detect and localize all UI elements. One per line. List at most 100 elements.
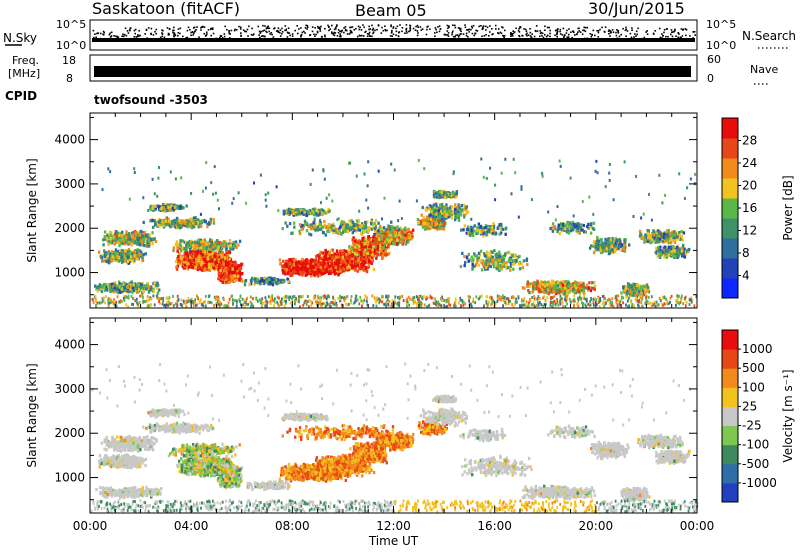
- power-cell: [118, 239, 122, 243]
- power-cell: [227, 244, 230, 248]
- nsky-dot: [412, 27, 415, 30]
- power-cell: [94, 284, 97, 288]
- power-cell: [214, 266, 218, 270]
- power-cell: [238, 278, 241, 282]
- power-cell: [345, 253, 348, 257]
- nsky-dot: [510, 32, 512, 34]
- nsky-dot: [594, 34, 596, 37]
- power-cell: [146, 284, 149, 288]
- nsky-dot: [513, 31, 516, 33]
- power-cell: [212, 266, 216, 270]
- nsky-dot: [624, 29, 627, 32]
- power-cell: [190, 218, 194, 222]
- nsky-dot: [544, 33, 546, 36]
- nsky-dot: [633, 36, 635, 38]
- power-cell: [349, 253, 352, 257]
- power-cell: [215, 261, 218, 265]
- power-cell: [325, 267, 328, 271]
- nsky-dot: [250, 33, 253, 36]
- nsky-dot: [467, 36, 469, 38]
- power-cell: [178, 218, 181, 223]
- nave-tick-top: 60: [707, 53, 721, 66]
- nsky-dot: [339, 33, 341, 35]
- nsky-dot: [372, 28, 374, 31]
- nsky-dot: [337, 31, 340, 34]
- power-cell: [197, 239, 200, 243]
- nsky-dot: [559, 30, 561, 33]
- power-cell: [238, 269, 242, 274]
- power-cell: [235, 246, 238, 250]
- power-cell: [182, 264, 185, 268]
- nsky-dot: [512, 32, 515, 35]
- power-cell: [126, 285, 130, 289]
- power-cell: [131, 238, 134, 242]
- nsky-dot: [277, 30, 279, 33]
- power-cell: [207, 265, 211, 269]
- power-cell: [324, 255, 328, 259]
- nsky-dot: [348, 33, 351, 35]
- power-cell: [175, 240, 179, 244]
- power-cell: [330, 269, 333, 273]
- nsky-dot: [434, 27, 437, 29]
- nsky-dot: [529, 31, 532, 34]
- nsky-dot: [523, 28, 525, 30]
- power-cell: [99, 286, 102, 291]
- nsky-dot: [315, 33, 317, 36]
- nsky-dot: [340, 31, 343, 33]
- power-cell: [341, 257, 344, 261]
- power-cell: [165, 209, 169, 213]
- power-cell: [301, 259, 304, 263]
- power-cell: [333, 261, 337, 265]
- nsky-dot: [162, 29, 164, 32]
- nsky-dot: [173, 32, 175, 34]
- nsky-dot: [195, 29, 197, 31]
- power-cell: [159, 207, 162, 211]
- power-cell: [143, 230, 146, 235]
- power-cell: [111, 255, 115, 259]
- power-cell: [105, 256, 108, 260]
- power-cell: [111, 288, 114, 292]
- nsky-dot: [564, 34, 566, 36]
- power-cell: [299, 260, 303, 264]
- power-cell: [348, 260, 352, 264]
- power-cell: [237, 271, 240, 275]
- power-cell: [107, 259, 111, 263]
- nsky-dot: [581, 33, 584, 36]
- nsky-dot: [364, 31, 366, 33]
- power-cell: [232, 240, 235, 245]
- power-cell: [282, 271, 285, 275]
- power-cell: [121, 230, 124, 234]
- power-cell: [224, 262, 228, 266]
- nsky-dot: [265, 30, 267, 33]
- nsky-dot: [646, 33, 649, 35]
- nsky-dot: [395, 30, 398, 33]
- nsky-dot: [384, 29, 387, 32]
- power-cell: [237, 274, 240, 278]
- power-cell: [295, 265, 299, 269]
- nsky-dot: [391, 29, 393, 32]
- freq-tick-top: 18: [62, 54, 76, 67]
- nsky-dot: [380, 32, 383, 34]
- nsky-dot: [306, 28, 308, 30]
- nsearch-tick-top: 10^5: [706, 18, 736, 31]
- power-cell: [194, 265, 197, 269]
- nsky-dot: [345, 29, 348, 32]
- nsky-dot: [492, 33, 494, 35]
- nsky-dot: [253, 33, 255, 35]
- nsky-dot: [335, 26, 337, 29]
- power-cell: [295, 261, 298, 265]
- nsky-dot: [409, 27, 411, 29]
- power-cell: [142, 220, 145, 224]
- nsky-dot: [287, 27, 290, 29]
- power-cell: [116, 287, 119, 291]
- power-cell: [328, 257, 332, 261]
- power-cell: [331, 248, 334, 252]
- nsky-dot: [281, 27, 283, 30]
- nsky-dot: [471, 27, 474, 29]
- nsky-dot: [150, 27, 153, 30]
- power-cell: [225, 250, 228, 254]
- nsky-dot: [549, 35, 551, 38]
- nsky-dot: [173, 34, 175, 36]
- power-cell: [324, 264, 327, 269]
- power-cell: [180, 225, 183, 229]
